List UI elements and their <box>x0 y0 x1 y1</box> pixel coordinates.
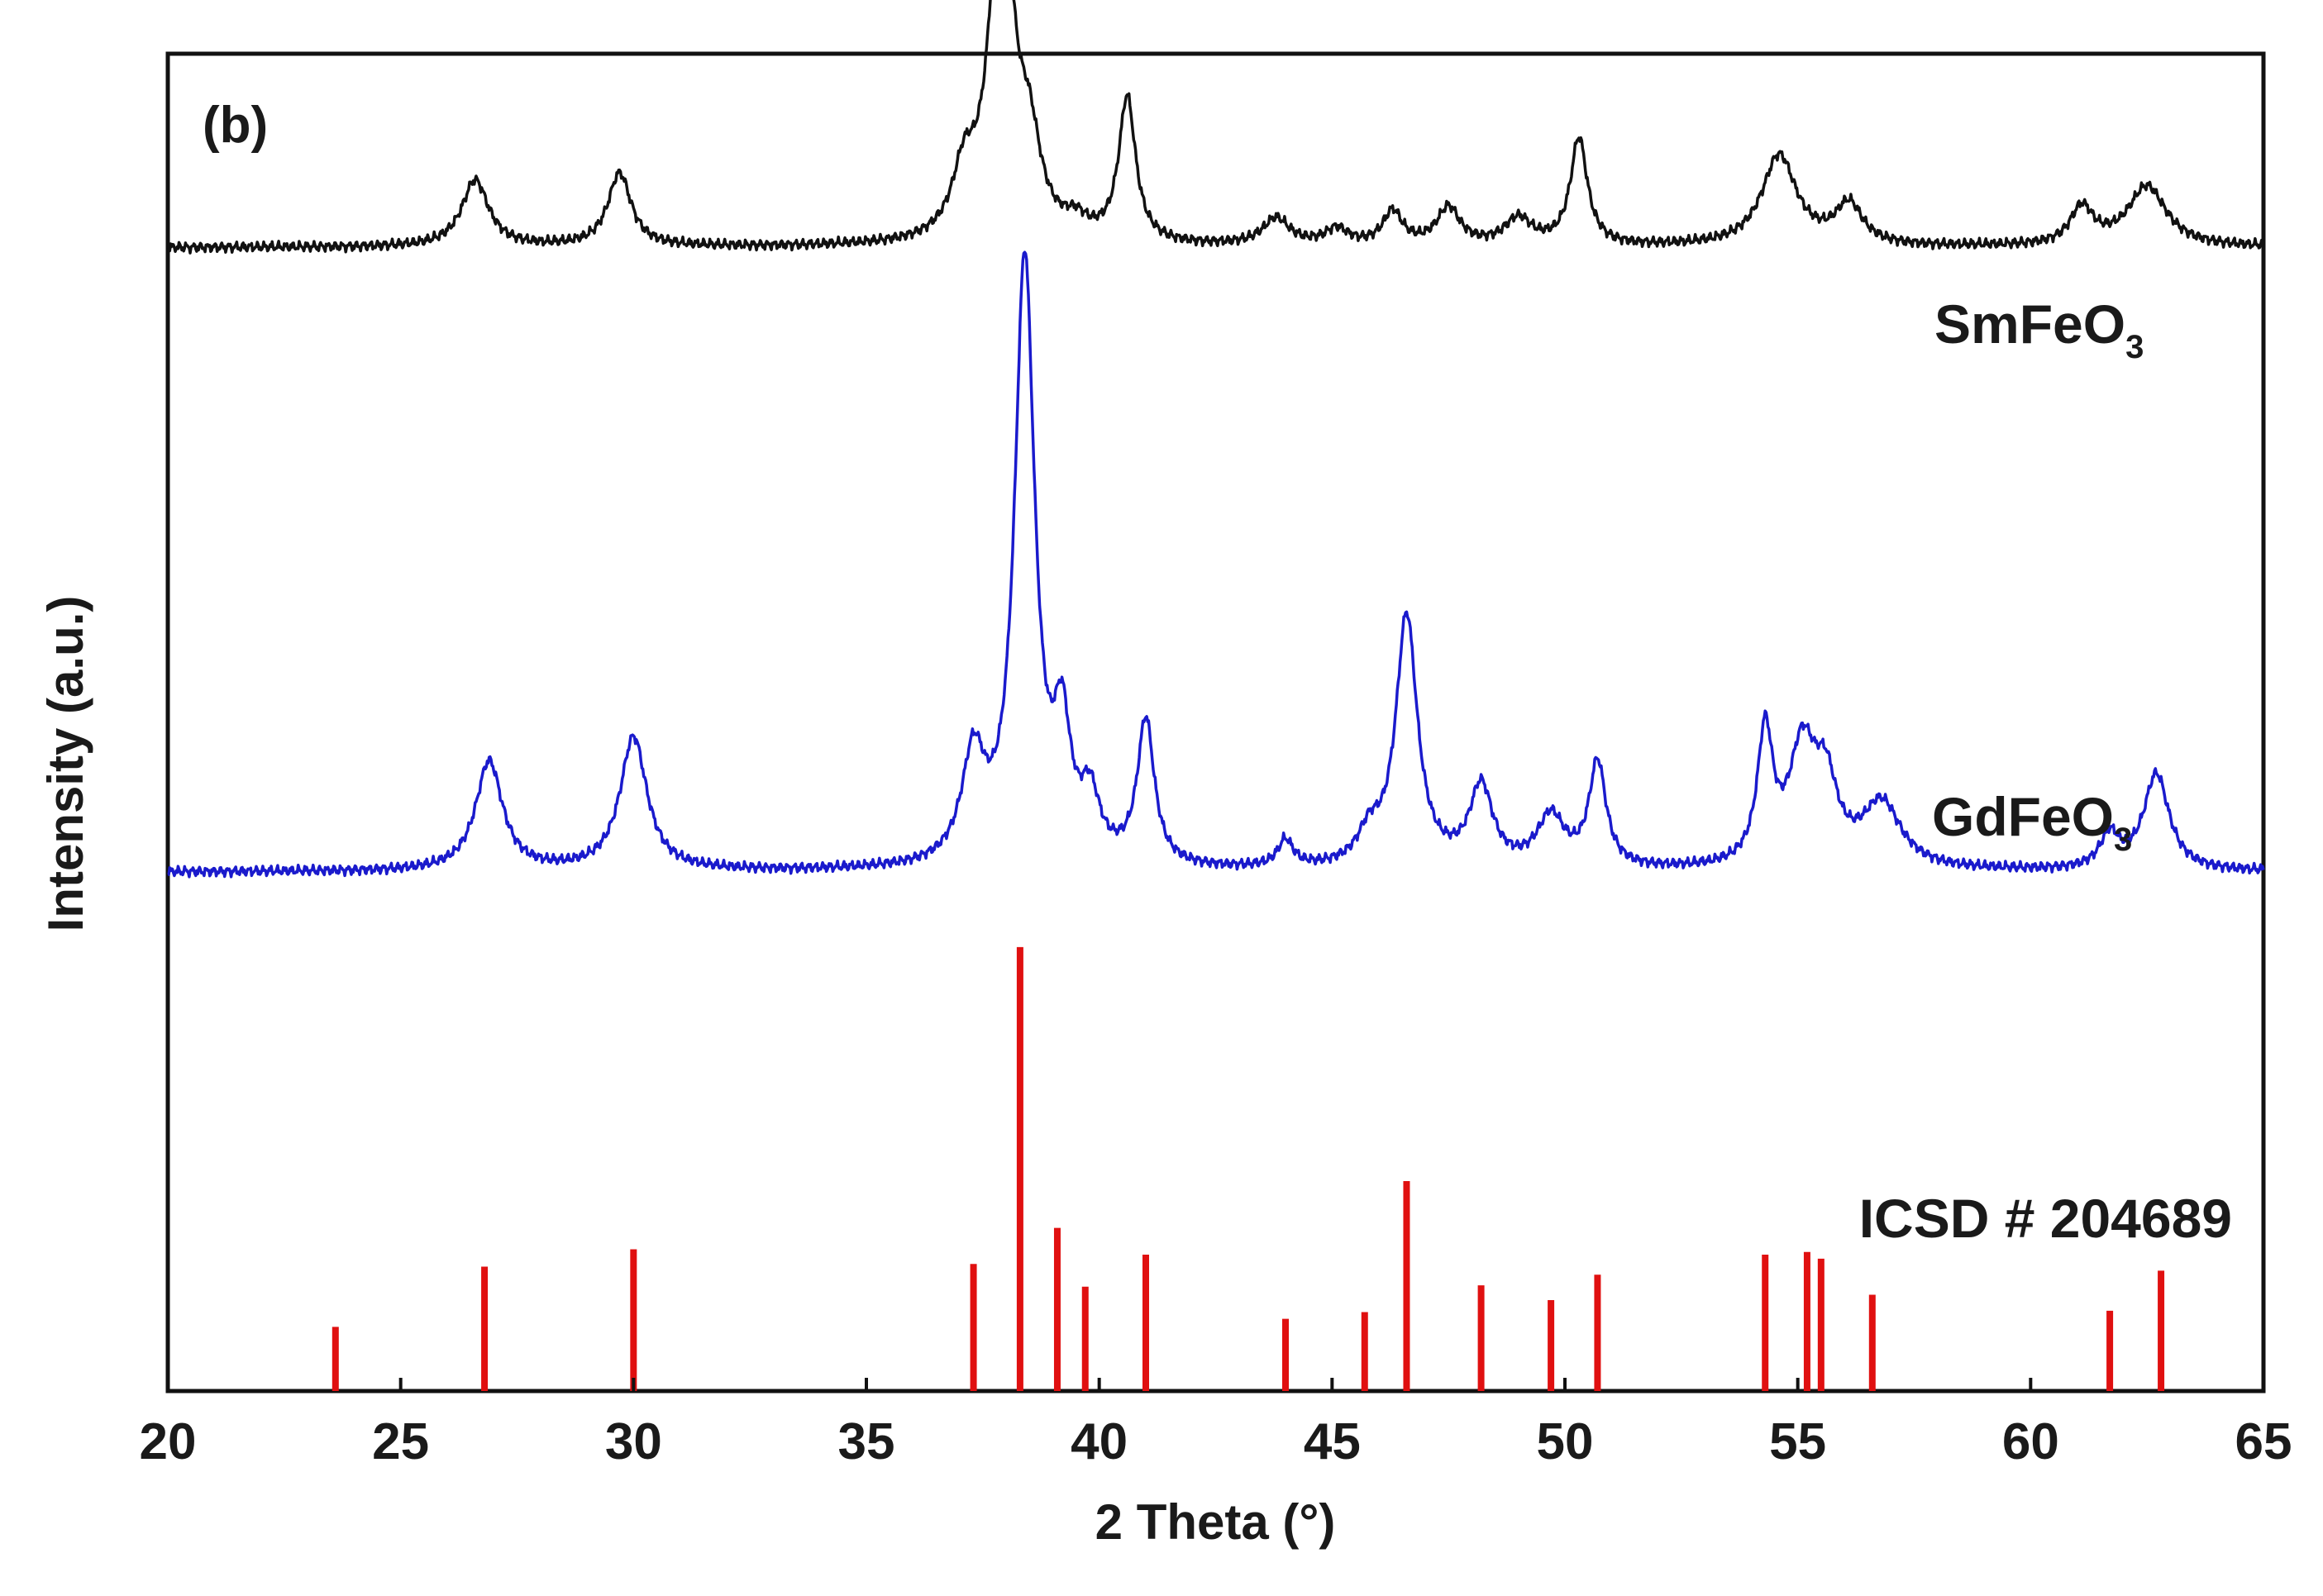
y-axis-title: Intensity (a.u.) <box>38 596 93 932</box>
x-tick-label: 65 <box>2235 1413 2292 1470</box>
x-tick-label: 45 <box>1304 1413 1361 1470</box>
x-tick-label: 40 <box>1071 1413 1128 1470</box>
series-layer <box>166 0 2265 1391</box>
x-tick-label: 30 <box>605 1413 662 1470</box>
series-label-gdfeo3: GdFeO3 <box>1932 786 2132 858</box>
x-tick-label: 35 <box>838 1413 895 1470</box>
x-tick-label: 20 <box>140 1413 197 1470</box>
series-line-gdfeo3 <box>167 250 2265 879</box>
panel-label: (b) <box>203 97 268 154</box>
x-tick-label: 50 <box>1537 1413 1594 1470</box>
x-tick-label: 25 <box>372 1413 429 1470</box>
series-line-smfeo3 <box>166 0 2265 255</box>
series-label-smfeo3: SmFeO3 <box>1934 293 2144 365</box>
x-axis-title: 2 Theta (°) <box>1095 1494 1336 1550</box>
plot-frame <box>165 51 2266 1394</box>
x-tick-label: 60 <box>2002 1413 2059 1470</box>
x-tick-label: 55 <box>1769 1413 1826 1470</box>
x-axis-ticks: 20 25 30 35 40 45 50 55 60 65 <box>140 1378 2292 1470</box>
series-label-icsd: ICSD # 204689 <box>1859 1188 2232 1249</box>
